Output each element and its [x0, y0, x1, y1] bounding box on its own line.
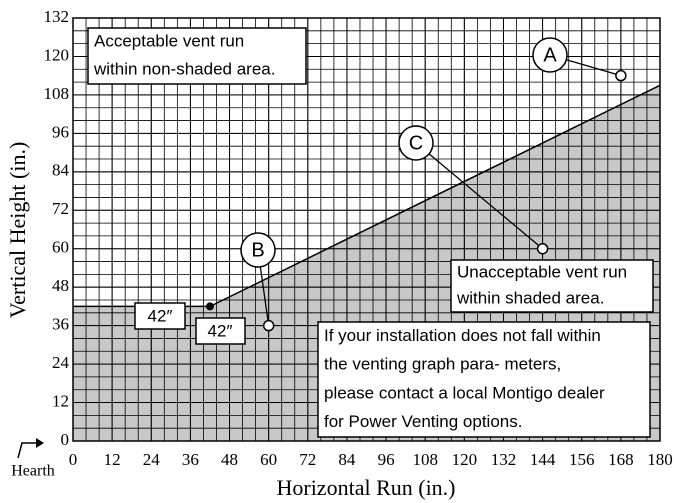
point-label: C	[409, 132, 423, 154]
x-axis-label: Horizontal Run (in.)	[276, 475, 455, 500]
y-tick-label: 60	[52, 238, 69, 257]
y-tick-label: 132	[44, 7, 70, 26]
y-tick-label: 72	[52, 199, 69, 218]
y-tick-label: 0	[61, 430, 70, 449]
point	[536, 242, 549, 255]
annotation-text: the venting graph para- meters,	[324, 355, 561, 374]
y-tick-label: 96	[52, 122, 69, 141]
callout-circle	[532, 37, 568, 73]
x-tick-label: 60	[260, 450, 277, 469]
x-tick-label: 144	[530, 450, 556, 469]
hearth-arrow	[17, 442, 36, 459]
callout-line	[428, 153, 544, 250]
annotation-box	[317, 321, 651, 438]
y-tick-label: 12	[52, 391, 69, 410]
label-box	[195, 317, 246, 345]
corner-y-label: 42″	[148, 306, 173, 325]
hearth-arrowhead	[36, 438, 44, 448]
callout-line	[566, 59, 622, 77]
annotation-text: please contact a local Montigo dealer	[324, 383, 605, 402]
hearth-label: Hearth	[11, 463, 55, 480]
annotation-text: Acceptable vent run	[94, 31, 244, 50]
y-axis-label: Vertical Height (in.)	[5, 142, 30, 319]
point	[262, 319, 275, 332]
annotation-text: within non-shaded area.	[93, 59, 275, 78]
x-tick-label: 120	[452, 450, 478, 469]
x-tick-label: 24	[143, 450, 161, 469]
x-tick-label: 168	[608, 450, 634, 469]
y-tick-label: 24	[52, 353, 70, 372]
x-tick-label: 48	[221, 450, 238, 469]
callout-line	[259, 266, 270, 326]
y-tick-label: 36	[52, 315, 69, 334]
x-tick-label: 72	[299, 450, 316, 469]
y-tick-label: 108	[44, 84, 70, 103]
x-tick-label: 36	[182, 450, 199, 469]
point-label: A	[543, 44, 557, 66]
x-tick-label: 132	[491, 450, 517, 469]
annotation-text: If your installation does not fall withi…	[324, 326, 601, 345]
callout-circle	[240, 232, 276, 268]
plot-border	[72, 17, 661, 442]
x-tick-label: 12	[104, 450, 121, 469]
corner-point	[205, 302, 214, 311]
annotation-text: for Power Venting options.	[324, 412, 522, 431]
annotation-box	[450, 259, 654, 313]
annotation-box	[87, 27, 307, 85]
point	[615, 69, 627, 82]
y-tick-label: 120	[44, 45, 70, 64]
callout-circle	[398, 125, 434, 161]
x-tick-label: 96	[378, 450, 395, 469]
corner-x-label: 42″	[208, 321, 233, 340]
label-box	[134, 302, 186, 330]
annotation-text: Unacceptable vent run	[457, 262, 627, 281]
y-tick-label: 84	[52, 161, 70, 180]
x-tick-label: 84	[338, 450, 356, 469]
x-tick-label: 0	[69, 450, 78, 469]
x-tick-label: 180	[647, 450, 673, 469]
annotation-text: within shaded area.	[456, 288, 604, 307]
y-tick-label: 48	[52, 276, 69, 295]
point-label: B	[251, 239, 264, 261]
x-tick-label: 108	[412, 450, 438, 469]
x-tick-label: 156	[569, 450, 595, 469]
